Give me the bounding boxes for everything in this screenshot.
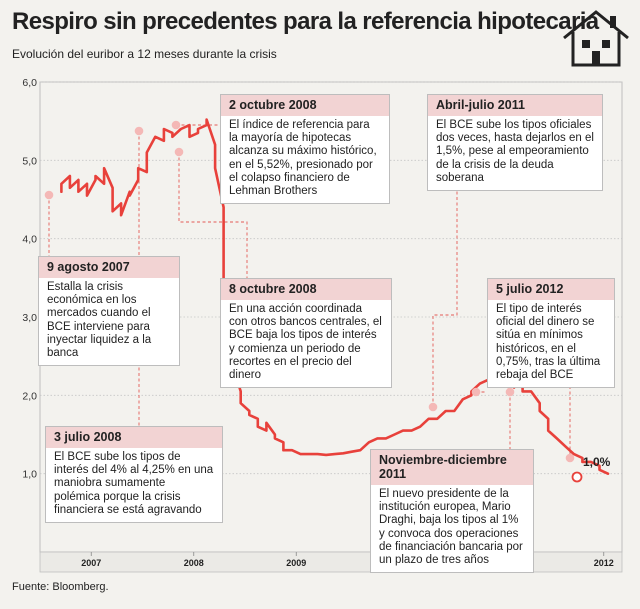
annotation-title: 8 octubre 2008	[221, 279, 391, 300]
last-value-label: 1,0%	[583, 455, 611, 469]
annotation-2-octubre-2008: 2 octubre 2008 El índice de referencia p…	[220, 94, 390, 205]
leader-line	[178, 152, 248, 278]
event-marker	[428, 402, 438, 412]
annotation-text: El nuevo presidente de la institución eu…	[379, 488, 523, 567]
annotation-text: Estalla la crisis económica en los merca…	[47, 281, 152, 360]
y-tick-label: 2,0	[22, 390, 37, 402]
y-tick-label: 3,0	[22, 312, 37, 324]
x-axis-band	[39, 551, 623, 573]
y-tick-label: 4,0	[22, 234, 37, 246]
annotation-abril-julio-2011: Abril-julio 2011 El BCE sube los tipos o…	[427, 94, 603, 192]
annotation-text: El tipo de interés oficial del dinero se…	[496, 303, 601, 382]
chart-subtitle: Evolución del euribor a 12 meses durante…	[12, 47, 277, 61]
annotation-text: El índice de referencia para la mayoría …	[229, 119, 377, 198]
event-marker	[174, 147, 184, 157]
x-tick-label: 2007	[81, 558, 101, 568]
x-tick-label: 2008	[184, 558, 204, 568]
annotation-text: En una acción coordinada con otros banco…	[229, 303, 382, 382]
event-marker	[565, 453, 575, 463]
annotation-9-agosto-2007: 9 agosto 2007 Estalla la crisis económic…	[38, 256, 180, 367]
leader-line	[432, 178, 458, 407]
annotation-noviembre-diciembre-2011: Noviembre-diciembre 2011 El nuevo presid…	[370, 449, 534, 574]
annotation-title: 9 agosto 2007	[39, 257, 179, 278]
last-value-marker	[571, 471, 583, 483]
annotation-title: Noviembre-diciembre 2011	[371, 450, 533, 485]
annotation-title: 2 octubre 2008	[221, 95, 389, 116]
chart-title: Respiro sin precedentes para la referenc…	[12, 8, 599, 35]
event-marker	[471, 387, 481, 397]
y-tick-label: 6,0	[22, 77, 37, 89]
y-tick-label: 1,0	[22, 469, 37, 481]
event-marker	[134, 126, 144, 136]
house-icon	[563, 10, 629, 67]
annotation-text: El BCE sube los tipos de interés del 4% …	[54, 451, 214, 516]
x-tick-label: 2012	[594, 558, 614, 568]
source-note: Fuente: Bloomberg.	[12, 581, 109, 593]
annotation-text: El BCE sube los tipos oficiales dos vece…	[436, 119, 594, 184]
annotation-3-julio-2008: 3 julio 2008 El BCE sube los tipos de in…	[45, 426, 223, 524]
event-marker	[44, 190, 54, 200]
y-tick-label: 5,0	[22, 155, 37, 167]
x-tick-label: 2009	[286, 558, 306, 568]
event-marker	[505, 387, 515, 397]
annotation-title: Abril-julio 2011	[428, 95, 602, 116]
event-marker	[171, 120, 181, 130]
annotation-title: 3 julio 2008	[46, 427, 222, 448]
annotation-8-octubre-2008: 8 octubre 2008 En una acción coordinada …	[220, 278, 392, 389]
annotation-5-julio-2012: 5 julio 2012 El tipo de interés oficial …	[487, 278, 615, 389]
annotation-title: 5 julio 2012	[488, 279, 614, 300]
